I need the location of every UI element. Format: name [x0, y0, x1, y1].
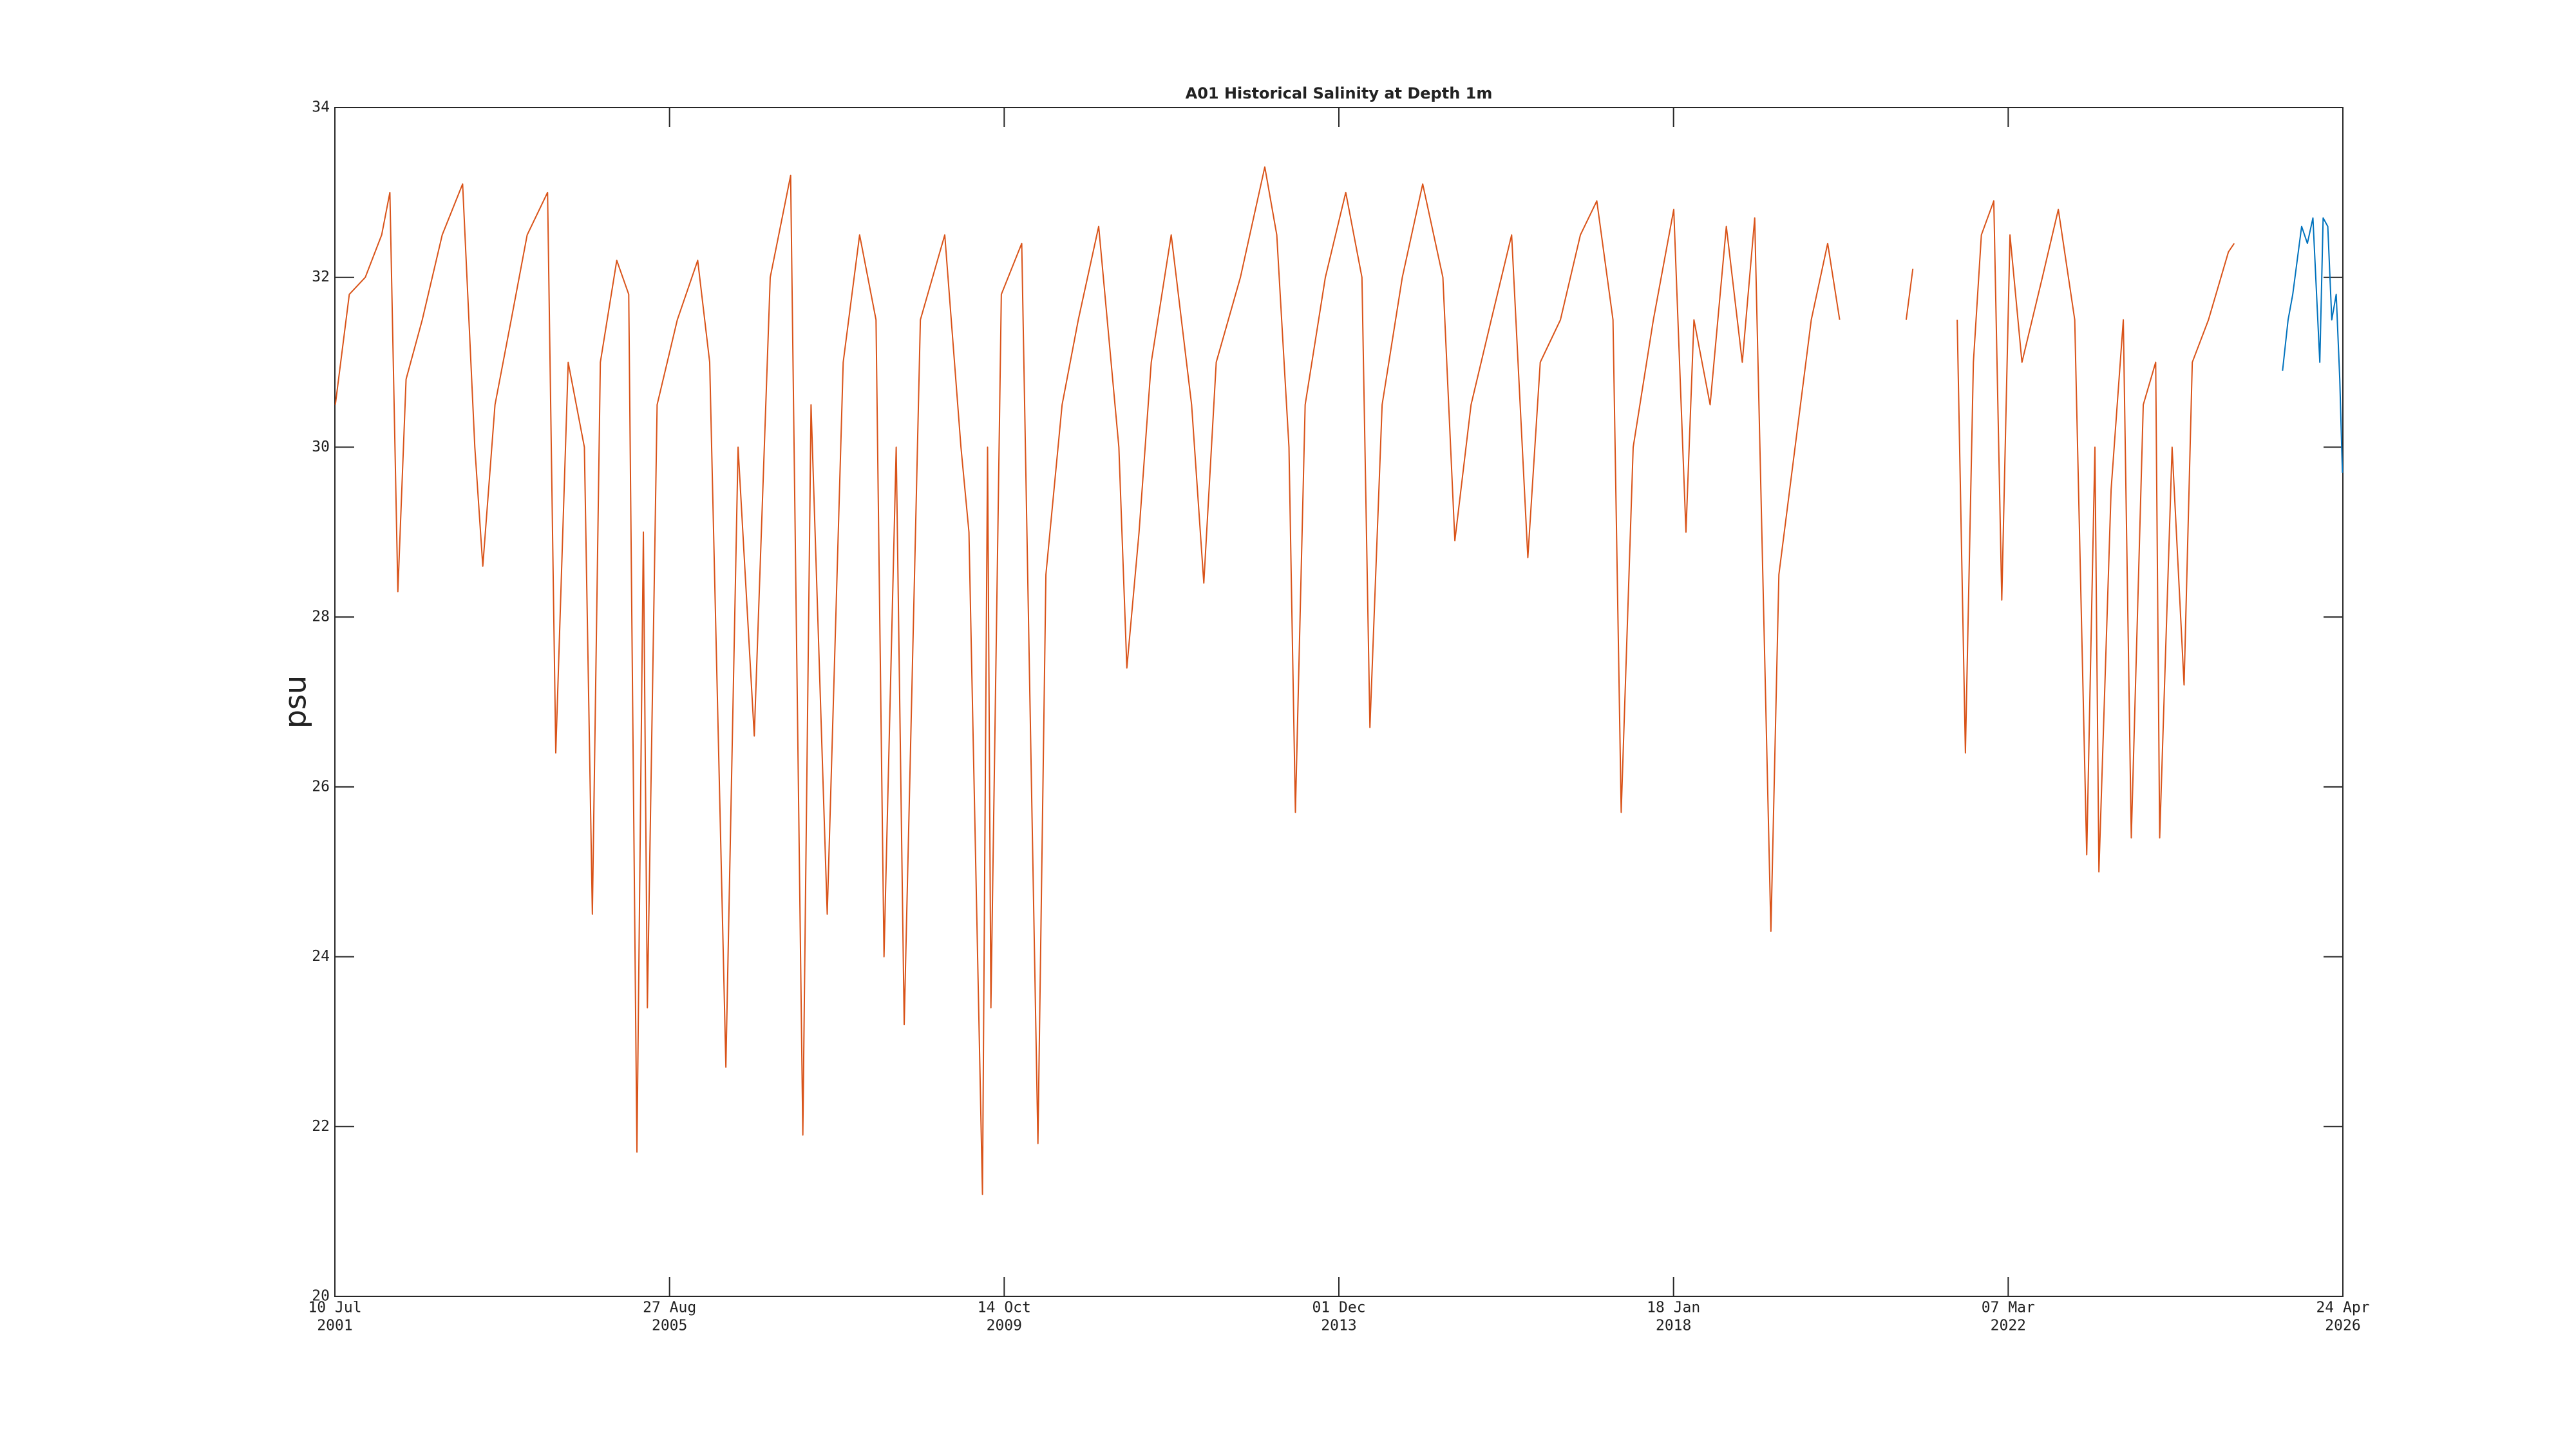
x-tick-label: 01 Dec — [1312, 1300, 1365, 1316]
x-tick-label: 07 Mar — [1982, 1300, 2035, 1316]
y-axis-label: psu — [278, 676, 313, 728]
x-tick-label: 2022 — [1991, 1318, 2026, 1334]
series-line — [334, 166, 2235, 1195]
x-tick-label: 2001 — [317, 1318, 352, 1334]
x-tick-label: 18 Jan — [1647, 1300, 1700, 1316]
chart-title: A01 Historical Salinity at Depth 1m — [1186, 84, 1493, 102]
y-tick-label: 26 — [312, 778, 330, 795]
y-tick-label: 24 — [312, 948, 330, 965]
x-tick-label: 2005 — [652, 1318, 687, 1334]
y-tick-label: 28 — [312, 609, 330, 625]
x-tick-label: 2026 — [2325, 1318, 2360, 1334]
x-tick-label: 14 Oct — [978, 1300, 1031, 1316]
x-tick-label: 2018 — [1656, 1318, 1691, 1334]
x-tick-label: 27 Aug — [643, 1300, 696, 1316]
x-tick-label: 2009 — [987, 1318, 1022, 1334]
x-tick-label: 24 Apr — [2316, 1300, 2369, 1316]
y-tick-label: 34 — [312, 99, 330, 116]
y-tick-label: 20 — [312, 1288, 330, 1305]
y-tick-label: 30 — [312, 439, 330, 455]
x-tick-label: 2013 — [1321, 1318, 1356, 1334]
y-tick-label: 32 — [312, 269, 330, 285]
x-tick-label: 10 Jul — [308, 1300, 361, 1316]
series-line — [2282, 217, 2344, 473]
y-tick-label: 22 — [312, 1118, 330, 1135]
